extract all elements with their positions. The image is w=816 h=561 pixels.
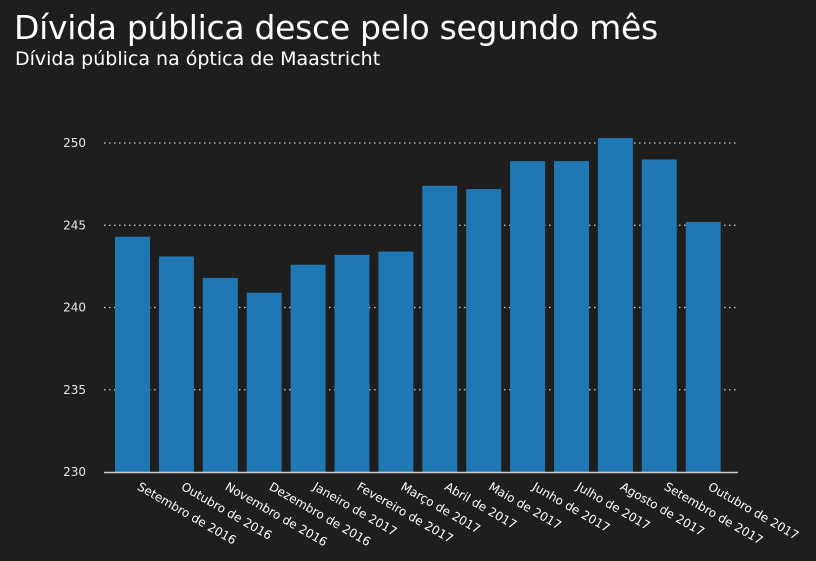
y-tick-label: 235 [63,383,86,397]
bar [466,189,502,472]
bar [378,251,414,472]
y-tick-label: 240 [63,301,86,315]
bar [158,256,194,472]
chart-title: Dívida pública desce pelo segundo mês [14,8,658,47]
bar [685,221,721,472]
bar [510,161,546,472]
bar [422,185,458,472]
y-tick-label: 250 [63,136,86,150]
bar [597,138,633,472]
y-tick-label: 230 [63,465,86,479]
chart-subtitle: Dívida pública na óptica de Maastricht [15,48,381,70]
bar [290,264,326,472]
bar [115,236,150,472]
bar [246,292,282,472]
y-tick-label: 245 [63,218,86,232]
bar [334,254,370,472]
bar [641,159,677,472]
bar [554,161,589,472]
x-tick-label: Julho de 2017 [573,479,652,533]
y-axis-ticks: 230 235 240 245 250 [63,136,86,479]
bar [202,277,238,472]
bars [115,138,721,472]
